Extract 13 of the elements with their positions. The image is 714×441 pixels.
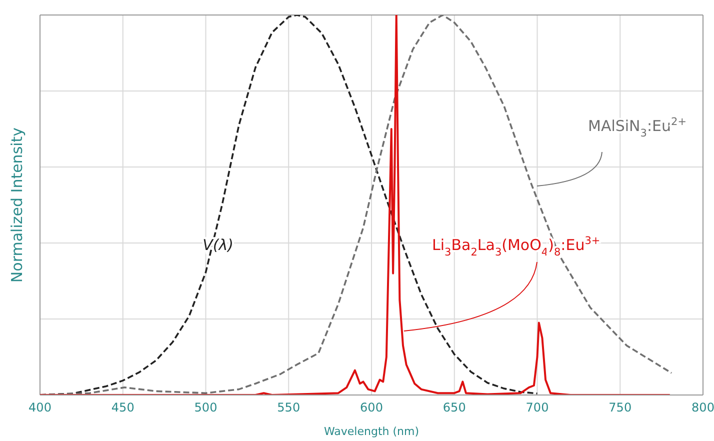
x-tick-label: 750 [608, 400, 632, 415]
x-tick-label: 600 [360, 400, 383, 415]
x-tick-label: 650 [442, 400, 466, 415]
x-axis-title: Wavelength (nm) [324, 425, 420, 438]
x-tick-label: 800 [692, 400, 714, 415]
text: MAlSiN$_{3}$:Eu$^{2+}$ [588, 116, 686, 140]
x-tick-label: 700 [526, 400, 549, 415]
x-tick-label: 550 [277, 400, 300, 415]
x-tick-label: 500 [194, 400, 218, 415]
series-label: V(λ) [202, 236, 234, 254]
x-tick-label: 400 [28, 400, 52, 415]
y-axis-title: Normalized Intensity [8, 127, 26, 283]
x-tick-label: 450 [111, 400, 134, 415]
